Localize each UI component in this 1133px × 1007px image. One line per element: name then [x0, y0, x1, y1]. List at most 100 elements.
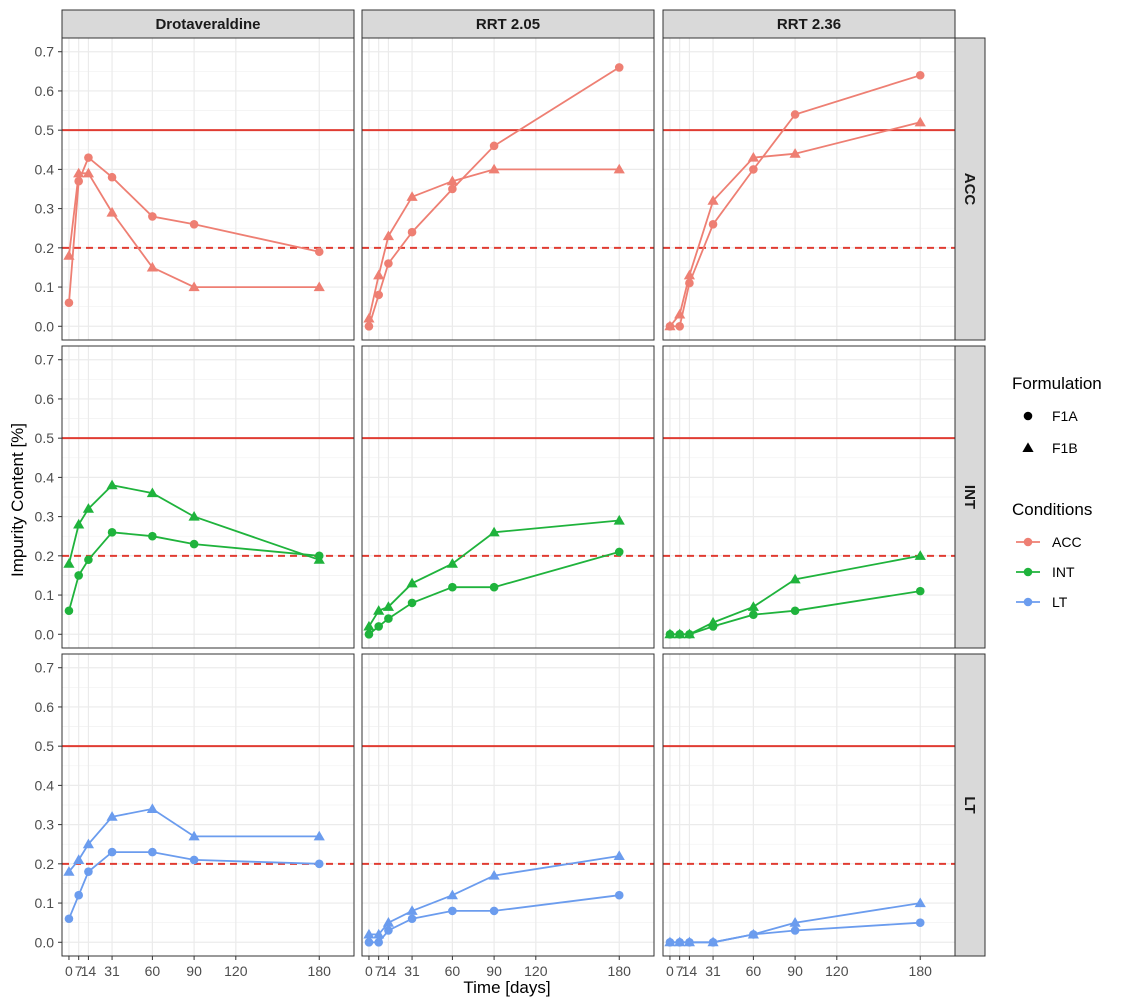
data-point: [489, 141, 499, 151]
panel-drotaveraldine-int: [61, 345, 355, 649]
data-point: [82, 167, 95, 178]
data-point: [106, 206, 118, 217]
legend-title-conditions: Conditions: [1012, 500, 1092, 519]
panel-rrt-2-05-acc: [361, 37, 655, 341]
y-axis-acc: 0.0 0.1 0.2 0.3 0.4 0.5 0.6 0.7: [35, 44, 62, 334]
axes-layer: 0.00.10.20.30.40.50.60.70.00.10.20.30.40…: [35, 44, 933, 979]
data-point: [73, 854, 85, 864]
y-tick-label: 0.6: [35, 83, 55, 99]
data-point: [707, 195, 719, 205]
series-acc-f1a: [64, 153, 324, 308]
series-lt-f1a: [64, 847, 324, 924]
data-point: [790, 110, 800, 119]
y-tick-label: 0.5: [35, 430, 55, 446]
data-point: [189, 855, 199, 865]
data-point: [708, 219, 718, 229]
legend-item-acc: ACC: [1016, 534, 1082, 550]
x-tick-label: 90: [787, 963, 803, 979]
y-tick-label: 0.6: [35, 391, 55, 407]
data-point: [189, 219, 199, 229]
data-point: [674, 936, 686, 947]
series-acc-f1b: [363, 163, 625, 323]
x-axis-title: Time [days]: [463, 978, 550, 997]
data-point: [448, 184, 457, 194]
data-point: [614, 547, 624, 557]
panel-border: [361, 653, 655, 957]
y-tick-label: 0.3: [35, 817, 55, 833]
legend-item-f1b: F1B: [1022, 440, 1078, 456]
panel-rrt-2-36-lt: [662, 653, 956, 957]
strip-rrt-2-36: RRT 2.36: [662, 9, 956, 39]
data-point: [749, 610, 758, 619]
data-point: [613, 163, 625, 174]
data-point: [189, 539, 199, 549]
x-tick-label: 60: [445, 963, 461, 979]
x-tick-label: 90: [186, 963, 202, 979]
y-tick-label: 0.3: [35, 509, 55, 525]
y-tick-label: 0.5: [35, 122, 55, 138]
data-point: [146, 487, 158, 498]
data-point: [406, 191, 418, 201]
panel-border: [361, 345, 655, 649]
y-axis-int: 0.0 0.1 0.2 0.3 0.4 0.5 0.6 0.7: [35, 352, 62, 642]
data-point: [188, 511, 200, 521]
legend: Formulation F1A F1B Conditions ACC INT LT: [1012, 374, 1102, 610]
data-point: [384, 926, 393, 935]
strip-lt: LT: [954, 653, 986, 957]
data-point: [488, 163, 500, 174]
panel-rrt-2-36-acc: [662, 37, 956, 341]
data-point: [407, 598, 417, 608]
data-point: [374, 622, 383, 631]
strip-drotaveraldine: Drotaveraldine: [61, 9, 355, 39]
panel-border: [61, 345, 355, 649]
data-point: [448, 582, 457, 592]
y-tick-label: 0.4: [35, 161, 55, 177]
x-tick-label: 180: [909, 963, 933, 979]
data-point: [664, 936, 676, 947]
data-point: [448, 906, 457, 916]
data-point: [407, 227, 417, 237]
x-axis-rrt-2-05: 0 714 31 60 90 120 180: [365, 956, 631, 979]
data-point: [188, 281, 200, 292]
y-tick-label: 0.7: [35, 352, 55, 368]
strip-label: RRT 2.36: [777, 16, 841, 33]
data-point: [148, 212, 157, 221]
data-point: [707, 936, 719, 947]
panel-rrt-2-05-int: [361, 345, 655, 649]
data-point: [374, 290, 383, 300]
data-point: [675, 321, 684, 331]
data-point: [82, 838, 95, 849]
data-point: [74, 890, 83, 900]
data-point: [747, 928, 759, 939]
data-point: [64, 914, 74, 924]
legend-formulation-items: F1A F1B: [1022, 408, 1078, 456]
data-point: [707, 616, 719, 627]
data-point: [382, 601, 395, 611]
data-point: [364, 321, 374, 331]
data-point: [314, 247, 324, 257]
x-axis-rrt-2-36: 0 714 31 60 90 120 180: [666, 956, 932, 979]
x-tick-label: 120: [825, 963, 849, 979]
y-tick-label: 0.2: [35, 240, 55, 256]
x-tick-label: 0: [666, 963, 674, 979]
strip-label: Drotaveraldine: [155, 16, 260, 33]
x-tick-label: 7: [375, 963, 383, 979]
series-int-f1b: [363, 514, 625, 631]
data-point: [384, 614, 393, 623]
x-tick-label: 60: [746, 963, 762, 979]
y-tick-label: 0.4: [35, 777, 55, 793]
data-point: [73, 167, 85, 178]
strip-bg: [954, 37, 986, 341]
data-point: [64, 606, 74, 616]
data-point: [446, 889, 458, 900]
x-tick-label: 14: [682, 963, 698, 979]
data-point: [364, 629, 374, 639]
data-point: [73, 518, 85, 529]
data-point: [107, 172, 117, 182]
data-point: [148, 847, 157, 857]
data-point: [374, 937, 383, 947]
y-tick-label: 0.3: [35, 201, 55, 217]
data-point: [789, 148, 801, 158]
strip-label: ACC: [961, 173, 978, 206]
data-point: [674, 628, 686, 639]
